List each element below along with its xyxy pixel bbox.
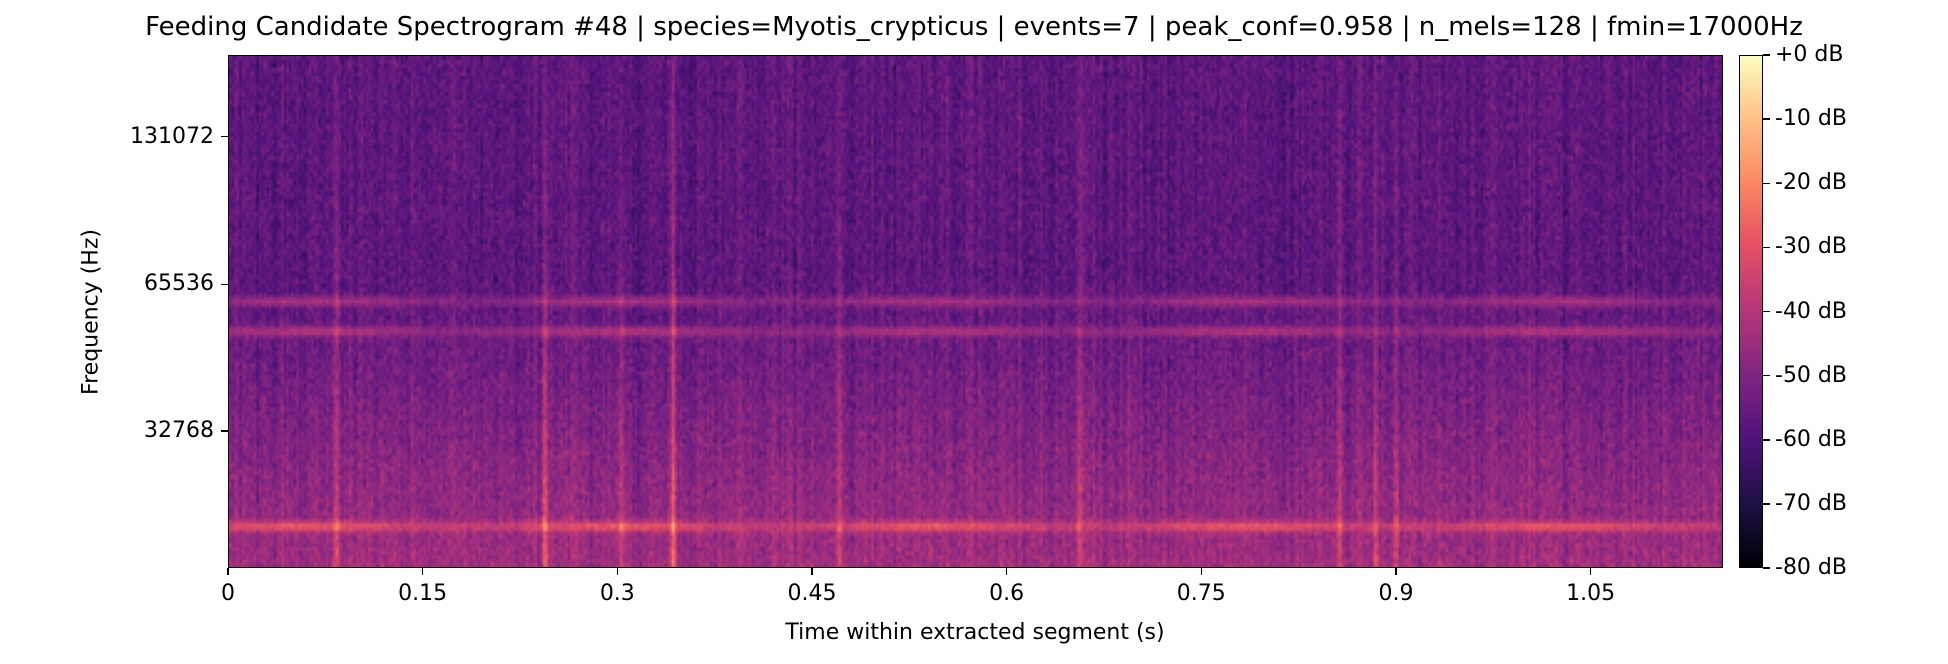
chart-title: Feeding Candidate Spectrogram #48 | spec… xyxy=(145,12,1803,42)
colorbar-tick-label: +0 dB xyxy=(1775,42,1844,67)
colorbar-tick-mark xyxy=(1763,54,1770,56)
colorbar-tick-mark xyxy=(1763,246,1770,249)
y-axis-label: Frequency (Hz) xyxy=(78,229,104,395)
colorbar-tick-mark xyxy=(1763,439,1770,441)
x-tick-mark xyxy=(1395,568,1397,575)
colorbar-tick-label: -60 dB xyxy=(1775,426,1847,452)
y-tick-label: 32768 xyxy=(144,418,214,444)
colorbar-tick-label: -30 dB xyxy=(1775,234,1847,260)
colorbar-tick-mark xyxy=(1763,182,1770,184)
x-tick-label: 0.9 xyxy=(1378,581,1414,606)
colorbar-tick-label: -50 dB xyxy=(1775,362,1847,388)
y-tick-label: 65536 xyxy=(144,271,214,297)
colorbar-tick-mark xyxy=(1763,118,1770,120)
colorbar-tick-mark xyxy=(1763,310,1770,313)
x-tick-label: 0.6 xyxy=(989,581,1025,606)
x-tick-mark xyxy=(1200,568,1203,575)
colorbar-tick-label: -80 dB xyxy=(1775,555,1847,580)
colorbar-tick-mark xyxy=(1763,503,1770,505)
colorbar-tick-label: -20 dB xyxy=(1775,170,1847,196)
colorbar xyxy=(1739,55,1763,568)
y-tick-mark xyxy=(221,135,228,138)
x-tick-label: 0.45 xyxy=(787,581,837,606)
x-tick-mark xyxy=(421,568,424,575)
x-tick-mark xyxy=(1589,568,1592,575)
x-tick-label: 0.15 xyxy=(398,581,448,606)
x-tick-mark xyxy=(811,568,813,575)
spectrogram-heatmap xyxy=(229,56,1722,567)
colorbar-tick-label: -10 dB xyxy=(1775,106,1847,132)
y-tick-mark xyxy=(221,283,228,286)
x-tick-label: 1.05 xyxy=(1566,581,1616,606)
colorbar-tick-label: -40 dB xyxy=(1775,298,1847,324)
x-tick-label: 0.3 xyxy=(599,581,635,606)
x-axis-label: Time within extracted segment (s) xyxy=(785,620,1165,645)
x-tick-label: 0.75 xyxy=(1176,581,1226,606)
colorbar-tick-label: -70 dB xyxy=(1775,490,1847,516)
colorbar-tick-mark xyxy=(1763,374,1770,377)
colorbar-tick-mark xyxy=(1763,567,1770,569)
y-tick-label: 131072 xyxy=(130,123,214,149)
x-tick-mark xyxy=(1005,568,1008,575)
y-tick-mark xyxy=(221,430,228,432)
x-tick-label: 0 xyxy=(221,581,235,606)
x-tick-mark xyxy=(227,568,229,575)
x-tick-mark xyxy=(616,568,619,575)
spectrogram-plot-area xyxy=(228,55,1723,568)
